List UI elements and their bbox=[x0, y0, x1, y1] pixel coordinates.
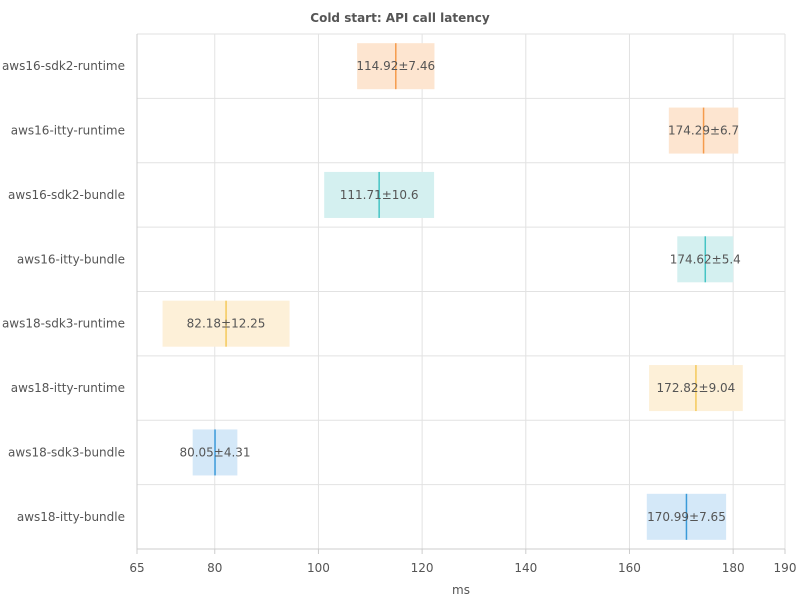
x-tick-label: 180 bbox=[722, 561, 745, 575]
axis-layer: 65 80 100 120 140 160 180 190 aws16-sdk2-runtime… bbox=[2, 34, 797, 575]
x-tick-label: 100 bbox=[307, 561, 330, 575]
x-tick-label: 190 bbox=[774, 561, 797, 575]
x-tick-label: 120 bbox=[411, 561, 434, 575]
data-label: 174.62±5.4 bbox=[670, 252, 741, 266]
category-label: aws18-sdk3-bundle bbox=[8, 445, 125, 459]
x-tick-label: 160 bbox=[618, 561, 641, 575]
x-tick-label: 80 bbox=[207, 561, 222, 575]
data-label: 82.18±12.25 bbox=[187, 317, 266, 331]
category-label: aws18-itty-runtime bbox=[11, 381, 125, 395]
chart-title: Cold start: API call latency bbox=[310, 11, 490, 25]
data-label: 172.82±9.04 bbox=[657, 381, 736, 395]
category-label: aws16-itty-runtime bbox=[11, 124, 125, 138]
category-label: aws16-sdk2-bundle bbox=[8, 188, 125, 202]
category-label: aws16-sdk2-runtime bbox=[2, 59, 125, 73]
category-label: aws16-itty-bundle bbox=[17, 252, 125, 266]
data-label: 80.05±4.31 bbox=[179, 445, 250, 459]
x-tick-label: 140 bbox=[514, 561, 537, 575]
category-label: aws18-sdk3-runtime bbox=[2, 317, 125, 331]
x-tick-label: 65 bbox=[129, 561, 144, 575]
data-label: 170.99±7.65 bbox=[647, 510, 726, 524]
x-axis-label: ms bbox=[452, 583, 470, 597]
data-label: 114.92±7.46 bbox=[356, 59, 435, 73]
category-label: aws18-itty-bundle bbox=[17, 510, 125, 524]
bar-layer: 114.92±7.46 174.29±6.7 111.71±10.6 174.62±5… bbox=[162, 43, 743, 540]
data-label: 111.71±10.6 bbox=[340, 188, 419, 202]
data-label: 174.29±6.7 bbox=[668, 124, 739, 138]
